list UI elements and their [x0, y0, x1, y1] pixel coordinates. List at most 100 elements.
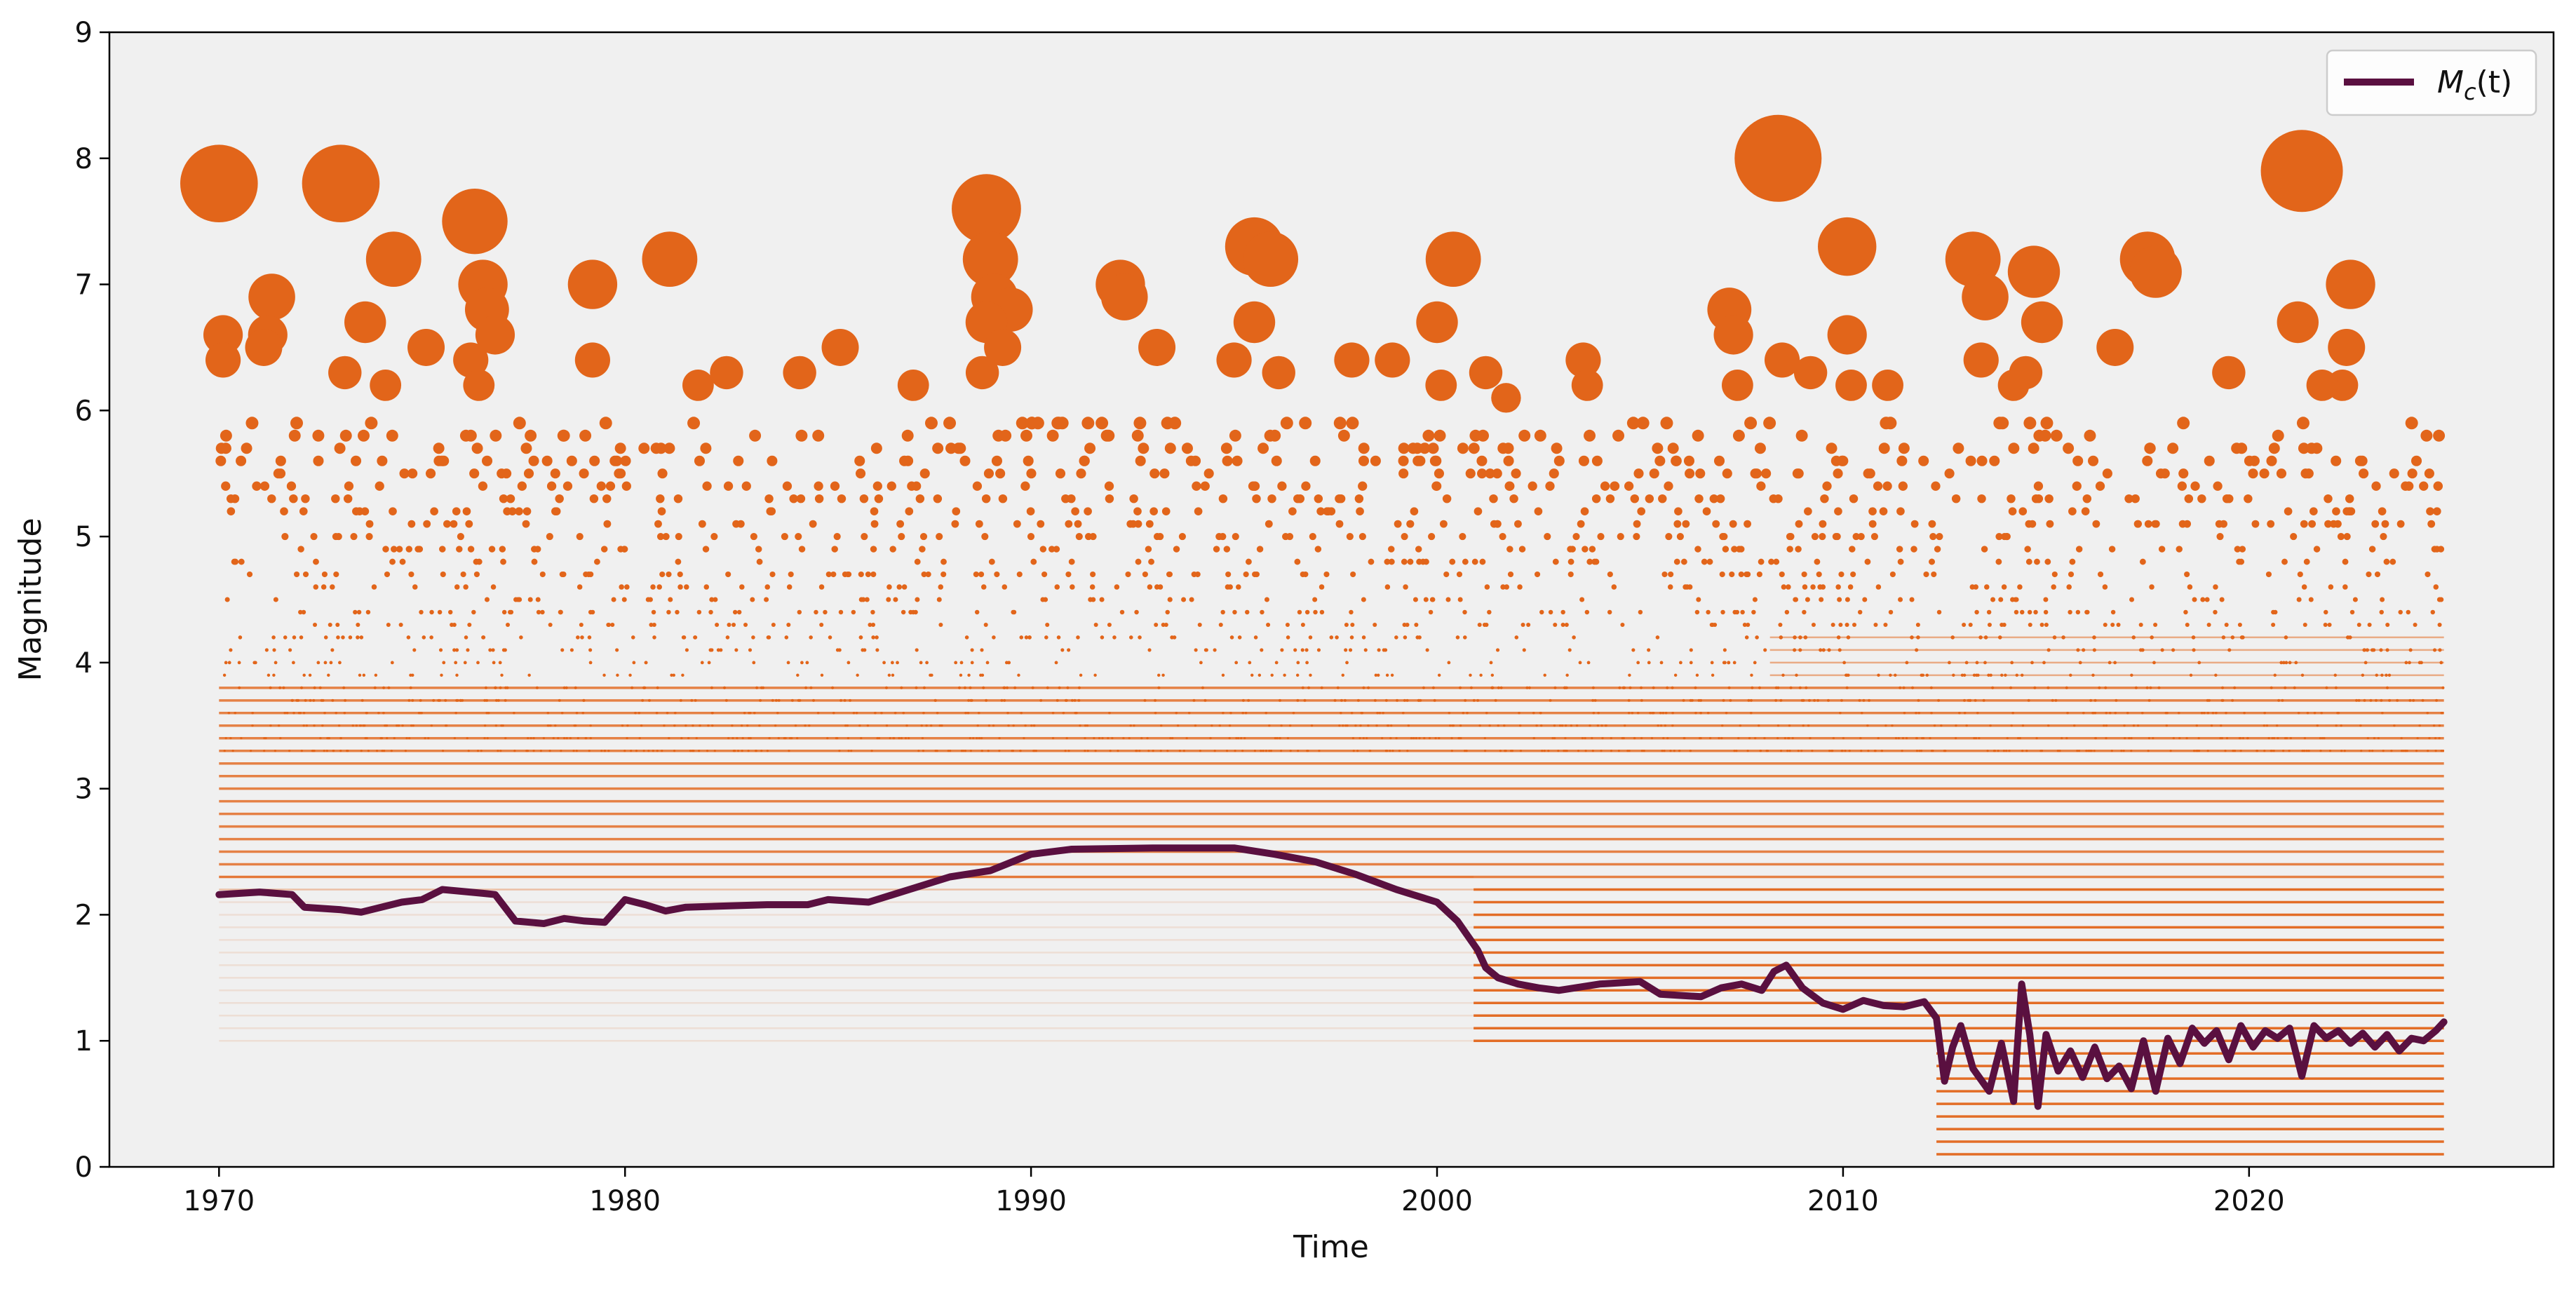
event-dot [271, 635, 276, 640]
event-dot [1493, 520, 1502, 528]
event-dot [2284, 661, 2288, 665]
event-dot [1289, 750, 1292, 752]
event-dot [630, 686, 634, 689]
event-dot [743, 711, 746, 715]
event-dot [805, 661, 809, 665]
event-dot [2152, 737, 2154, 740]
event-dot [1752, 597, 1758, 602]
event-dot [2010, 724, 2013, 727]
event-dot [1266, 622, 1271, 627]
event-dot [562, 481, 573, 491]
event-dot [2434, 737, 2437, 740]
event-dot [1849, 546, 1856, 553]
event-dot [2124, 737, 2126, 740]
large-event-bubble [180, 144, 258, 223]
event-dot [2381, 711, 2384, 715]
event-dot [2047, 724, 2050, 727]
event-dot [1650, 737, 1654, 740]
event-dot [1384, 584, 1391, 590]
event-dot [1361, 597, 1366, 602]
event-dot [2268, 442, 2280, 454]
event-dot [1748, 737, 1751, 740]
event-dot [2398, 609, 2403, 615]
event-dot [557, 737, 560, 740]
event-dot [659, 571, 666, 578]
event-dot [313, 622, 318, 627]
event-dot [708, 609, 713, 615]
event-dot [788, 750, 790, 752]
event-dot [1774, 698, 1778, 702]
event-dot [1235, 737, 1238, 740]
event-dot [1837, 597, 1842, 602]
event-dot [1528, 686, 1531, 689]
event-dot [677, 584, 683, 590]
event-dot [1560, 724, 1564, 727]
event-dot [1140, 737, 1143, 740]
event-dot [246, 571, 253, 578]
event-dot [1191, 571, 1197, 578]
event-dot [1138, 635, 1142, 640]
event-dot [2388, 698, 2392, 702]
event-dot [650, 442, 662, 454]
event-dot [915, 494, 925, 503]
event-dot [1934, 546, 1941, 553]
event-dot [1758, 724, 1760, 727]
event-dot [634, 711, 637, 715]
event-dot [2432, 724, 2436, 727]
event-dot [1611, 584, 1617, 590]
event-dot [1283, 673, 1286, 677]
event-dot [2130, 750, 2133, 752]
event-dot [342, 686, 346, 689]
event-dot [1422, 429, 1435, 442]
event-dot [2130, 673, 2133, 677]
event-dot [1211, 724, 1213, 727]
event-dot [1518, 546, 1526, 553]
event-dot [2150, 635, 2154, 640]
event-dot [734, 648, 739, 652]
event-dot [1631, 711, 1634, 715]
event-dot [1469, 429, 1482, 442]
event-dot [936, 533, 943, 541]
event-dot [1553, 622, 1558, 627]
event-dot [2152, 661, 2156, 665]
event-dot [343, 494, 353, 503]
event-dot [2313, 546, 2321, 553]
event-dot [814, 609, 818, 615]
event-dot [740, 724, 743, 727]
event-dot [1964, 661, 1969, 665]
event-dot [1532, 737, 1536, 740]
event-dot [589, 494, 599, 503]
event-dot [2284, 635, 2288, 640]
event-dot [2389, 468, 2399, 479]
event-dot [2323, 622, 2328, 627]
event-dot [1484, 750, 1487, 752]
event-dot [2432, 648, 2437, 652]
event-dot [2184, 494, 2194, 503]
event-dot [292, 661, 295, 665]
event-dot [875, 635, 879, 640]
event-dot [711, 711, 714, 715]
event-dot [1260, 648, 1264, 652]
event-dot [2075, 609, 2081, 615]
event-dot [2095, 481, 2105, 491]
event-dot [563, 737, 566, 740]
event-dot [2103, 622, 2108, 627]
event-dot [1129, 724, 1132, 727]
event-dot [830, 481, 840, 491]
event-dot [1380, 737, 1384, 740]
event-dot [1842, 737, 1845, 740]
event-dot [1228, 724, 1232, 727]
event-dot [1754, 442, 1766, 454]
event-dot [575, 711, 579, 715]
event-dot [358, 724, 362, 727]
large-event-bubble [1565, 342, 1601, 378]
event-dot [2110, 750, 2113, 752]
event-dot [1816, 571, 1822, 578]
event-dot [297, 546, 304, 553]
event-dot [2110, 609, 2116, 615]
event-dot [1084, 737, 1086, 740]
event-dot [1699, 711, 1702, 715]
event-dot [1012, 724, 1015, 727]
event-dot [1243, 571, 1249, 578]
event-dot [1978, 737, 1981, 740]
